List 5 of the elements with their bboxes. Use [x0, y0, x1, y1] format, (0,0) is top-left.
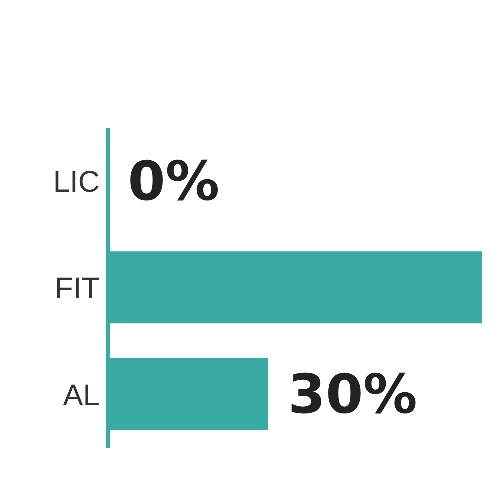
y-tick-label: AL [63, 379, 100, 412]
data-label: 0% [128, 150, 220, 213]
y-tick-label: FIT [55, 272, 100, 306]
data-label: 30% [288, 363, 418, 426]
y-tick-label: LIC [53, 166, 100, 199]
